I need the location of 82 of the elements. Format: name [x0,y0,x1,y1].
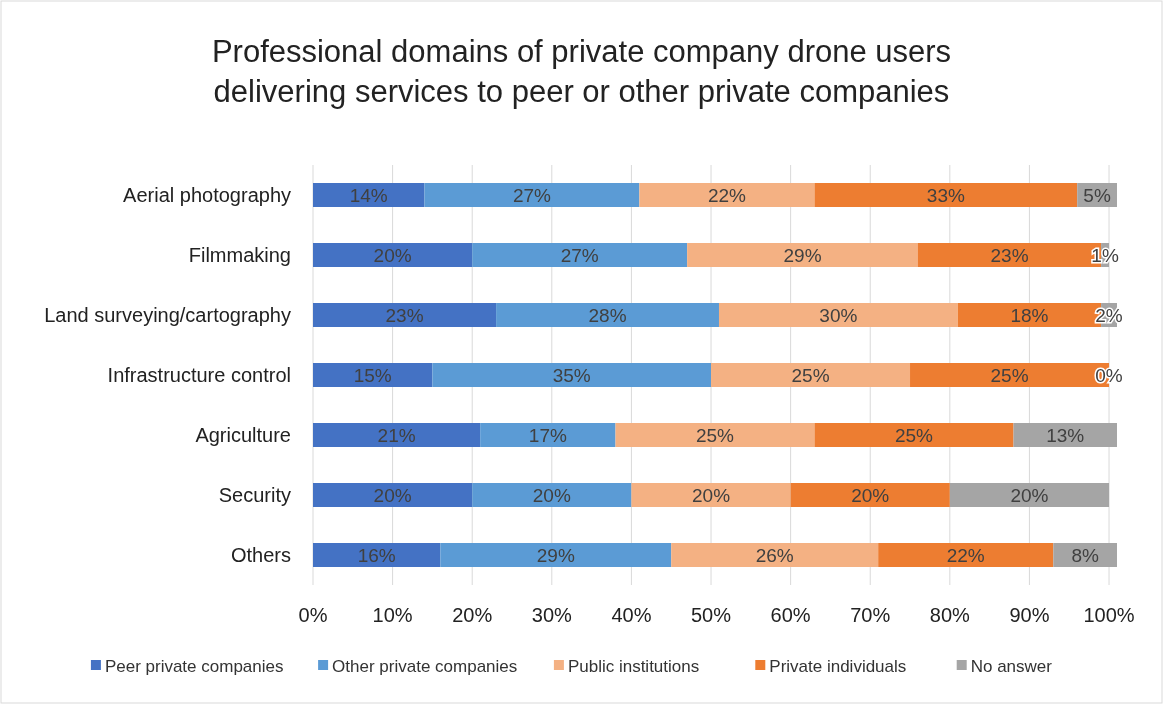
chart-title: Professional domains of private company drone users delivering services to peer or other private companies [211,34,952,109]
data-label: 27% [560,244,599,266]
bar [472,243,688,267]
data-label: 21% [377,424,416,446]
x-tick-label: 70% [850,604,891,626]
data-label: 14% [349,184,388,206]
bar [313,363,433,387]
y-tick-label: Agriculture [195,424,291,446]
data-label: 20% [532,484,571,506]
bar [480,423,616,447]
bar [432,363,712,387]
data-label: 22% [946,544,985,566]
bar [313,303,497,327]
bar [313,483,473,507]
bar [313,183,425,207]
bar [313,543,441,567]
data-label: 15% [353,364,392,386]
y-tick-label: Security [218,484,291,506]
bar [711,363,911,387]
legend-label: Private individuals [769,656,907,676]
data-label: 28% [588,304,627,326]
x-tick-label: 60% [770,604,811,626]
data-label: 20% [1010,484,1049,506]
data-label: 17% [528,424,567,446]
data-label: 35% [552,364,591,386]
y-tick-label: Aerial photography [123,184,291,206]
x-tick-label: 20% [452,604,493,626]
bar [718,303,958,327]
y-tick-label: Filmmaking [188,244,291,266]
x-tick-label: 80% [929,604,971,626]
x-tick-label: 40% [611,604,652,626]
legend-label: Public institutions [567,656,700,676]
data-label: 33% [926,184,965,206]
data-label: 20% [373,244,412,266]
data-label: 20% [373,484,412,506]
bar [313,243,473,267]
data-label: 18% [1010,304,1049,326]
x-tick-label: 0% [298,604,328,626]
y-tick-label: Others [230,544,291,566]
data-label: 20% [692,484,731,506]
data-label: 20% [851,484,890,506]
x-tick-label: 90% [1009,604,1050,626]
bar [631,483,791,507]
data-label: 29% [783,244,822,266]
bar [440,543,672,567]
data-label: 23% [385,304,424,326]
bar [687,243,918,267]
data-label: 23% [990,244,1029,266]
bar [671,543,879,567]
data-label: 26% [755,544,794,566]
data-label: 25% [894,424,934,446]
legend-label: Other private companies [332,656,518,676]
data-label: 8% [1071,544,1099,566]
x-tick-label: 10% [372,604,413,626]
bar [878,543,1054,567]
y-tick-label: Infrastructure control [107,364,291,386]
data-label: 29% [536,544,575,566]
x-tick-label: 50% [691,604,732,626]
bar [790,483,950,507]
data-label: 25% [791,364,830,386]
bar [496,303,719,327]
bar [472,483,632,507]
bar [424,183,640,207]
x-tick-label: 30% [531,604,573,626]
data-label: 22% [707,184,747,206]
bar [814,423,1014,447]
bar [313,423,481,447]
bar [949,483,1110,507]
data-label: 25% [990,364,1029,386]
data-label: 5% [1083,184,1111,206]
data-label: 30% [819,304,858,326]
data-label: 16% [357,544,396,566]
y-tick-label: Land surveying/cartography [44,304,291,326]
x-tick-label: 100% [1083,604,1135,626]
legend-label: No answer [970,656,1053,676]
legend-label: Peer private companies [104,656,284,676]
data-label: 27% [512,184,552,206]
bar [814,183,1078,207]
data-label: 25% [695,424,735,446]
bar [615,423,815,447]
bar [639,183,815,207]
data-label: 13% [1046,424,1085,446]
